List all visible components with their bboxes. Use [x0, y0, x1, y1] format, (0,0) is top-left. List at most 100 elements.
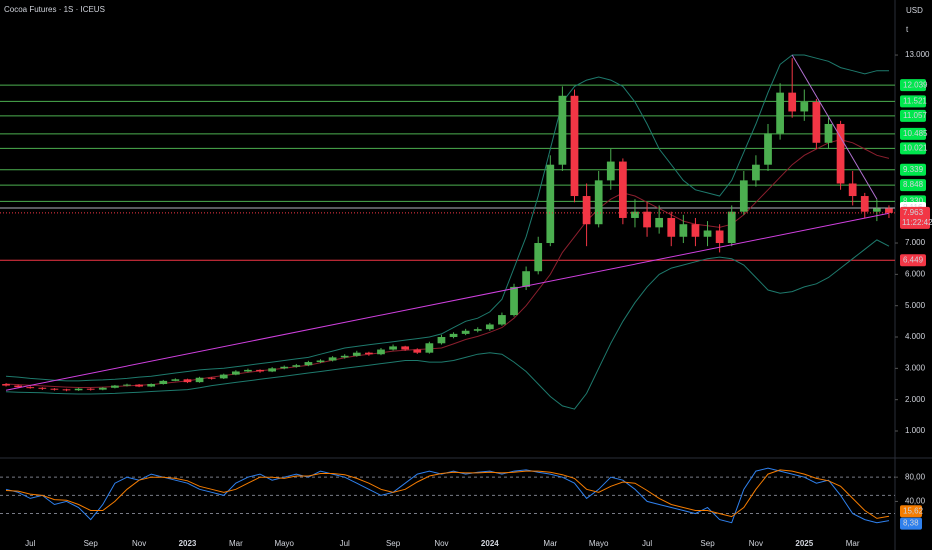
y-tick-label: 7.000: [905, 238, 926, 247]
candle-body: [836, 123, 845, 184]
level-tag: [900, 127, 926, 140]
candle-body: [498, 315, 506, 325]
candle-body: [389, 346, 397, 350]
candle-body: [534, 243, 543, 272]
candle-body: [292, 365, 301, 367]
candle-body: [606, 161, 615, 181]
candle-body: [848, 183, 857, 197]
x-tick-label: Sep: [84, 539, 99, 548]
y-tick-label: 3.000: [905, 363, 926, 372]
candle-body: [824, 123, 833, 143]
chart-title: Cocoa Futures · 1S · ICEUS: [4, 5, 105, 14]
candle-body: [171, 379, 180, 381]
candle-body: [449, 333, 458, 338]
candle-body: [655, 217, 664, 228]
candle-body: [619, 161, 627, 218]
candle-body: [691, 224, 700, 237]
y-tick-label: 5.000: [905, 301, 926, 310]
x-tick-label: Jul: [25, 539, 35, 548]
currency: USD: [906, 6, 923, 15]
candle-body: [582, 196, 591, 225]
x-tick-label: Mayo: [589, 539, 609, 548]
overlay-line: [5, 239, 890, 410]
osc-value-label: 8,38: [903, 519, 919, 528]
unit: t: [906, 25, 909, 34]
candle-body: [195, 377, 204, 383]
x-tick-label: Mar: [229, 539, 243, 548]
trendline: [791, 54, 878, 200]
candle-body: [86, 388, 95, 390]
candle-body: [280, 366, 289, 369]
candle-body: [885, 208, 893, 213]
x-tick-label: Mar: [846, 539, 860, 548]
candle-body: [667, 217, 676, 237]
candle-body: [26, 387, 35, 389]
candle-body: [413, 349, 422, 353]
candle-body: [715, 230, 724, 244]
level-tag: [900, 163, 926, 176]
candle-body: [316, 360, 325, 363]
x-tick-label: Jul: [642, 539, 652, 548]
x-tick-label: 2024: [481, 539, 499, 548]
level-label: 10.021: [903, 143, 928, 152]
osc-line: [5, 469, 890, 519]
candle-body: [437, 337, 446, 344]
level-tag: [900, 142, 926, 155]
candle-body: [244, 369, 252, 372]
level-tag: [900, 95, 926, 108]
level-tag: [900, 79, 926, 92]
level-tag: [900, 179, 926, 192]
candle-body: [872, 208, 881, 212]
candle-body: [425, 343, 434, 353]
candle-body: [473, 329, 482, 331]
candle-body: [304, 362, 313, 366]
candle-body: [2, 384, 10, 386]
y-tick-label: 6.000: [905, 269, 926, 278]
candle-body: [739, 180, 748, 212]
candle-body: [679, 224, 688, 237]
level-label: 6.449: [903, 255, 924, 264]
candle-body: [38, 387, 47, 389]
candle-body: [207, 377, 216, 379]
candle-body: [570, 95, 579, 197]
candle-body: [788, 92, 797, 112]
level-tag: [900, 254, 926, 267]
candle-body: [522, 271, 530, 287]
osc-tag: [900, 505, 922, 518]
candle-body: [461, 330, 470, 334]
candle-body: [256, 369, 264, 372]
candle-body: [594, 180, 603, 225]
last-price-label: 7.963: [903, 208, 924, 217]
candle-body: [764, 133, 772, 165]
osc-tick-label: 80,00: [905, 472, 926, 481]
candle-body: [352, 352, 361, 356]
level-label: 11.521: [903, 96, 927, 105]
candle-body: [328, 357, 337, 361]
candle-body: [98, 387, 107, 390]
x-tick-label: Sep: [700, 539, 715, 548]
candle-body: [219, 374, 228, 379]
candle-body: [812, 102, 821, 143]
candle-body: [135, 384, 143, 387]
y-tick-label: 13.000: [905, 50, 930, 59]
candle-body: [111, 385, 119, 388]
candle-body: [631, 211, 639, 218]
osc-tag: [900, 517, 922, 530]
x-tick-label: Mar: [543, 539, 557, 548]
overlay-line: [5, 54, 889, 382]
last-price-tag: [900, 206, 930, 229]
candle-body: [800, 102, 809, 112]
candle-body: [231, 371, 240, 375]
candle-body: [860, 196, 869, 212]
candle-body: [340, 355, 349, 358]
candle-body: [159, 380, 168, 385]
x-tick-label: Sep: [386, 539, 401, 548]
level-label: 11.057: [903, 111, 927, 120]
x-tick-label: Nov: [132, 539, 146, 548]
candle-body: [752, 164, 760, 181]
candle-body: [546, 164, 555, 244]
candle-body: [74, 388, 83, 391]
candle-body: [365, 352, 373, 355]
